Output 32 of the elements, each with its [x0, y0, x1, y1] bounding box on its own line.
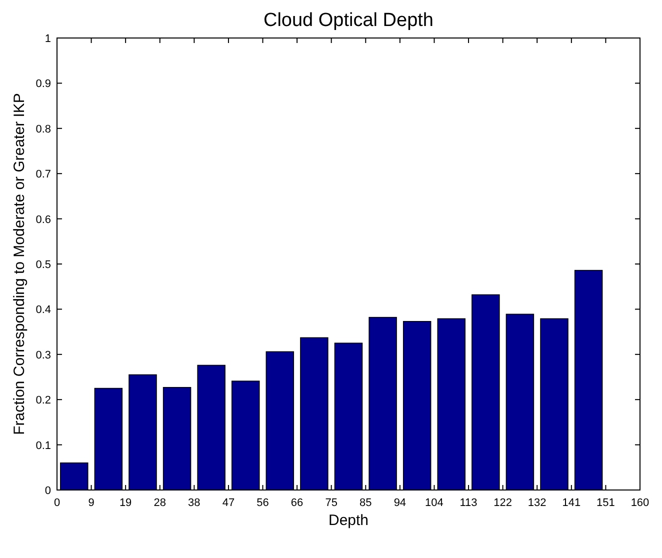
x-tick-label: 94 [394, 497, 406, 509]
x-tick-label: 113 [460, 497, 478, 509]
y-tick-label: 0.8 [36, 123, 51, 136]
x-tick-label: 56 [256, 497, 269, 509]
y-tick-label: 0.2 [36, 394, 51, 407]
x-tick-label: 85 [360, 497, 372, 509]
x-tick-label: 122 [494, 497, 512, 509]
x-axis-title: Depth [328, 512, 369, 529]
y-axis-title: Fraction Corresponding to Moderate or Greater IKP [11, 93, 28, 435]
y-tick-label: 0.7 [36, 168, 51, 181]
x-tick-label: 104 [425, 497, 444, 509]
y-tick-label: 0.5 [36, 259, 51, 271]
x-tick-label: 160 [630, 497, 650, 509]
x-tick-label: 141 [562, 497, 581, 509]
y-tick-label: 0.4 [36, 304, 51, 316]
x-tick-label: 28 [154, 497, 166, 509]
x-tick-label: 151 [596, 497, 615, 509]
x-tick-label: 19 [119, 497, 132, 509]
x-tick-label: 9 [88, 497, 94, 509]
chart-title: Cloud Optical Depth [263, 10, 434, 31]
y-tick-label: 0.1 [36, 440, 51, 452]
y-tick-label: 0.3 [36, 349, 51, 362]
y-tick-label: 1 [44, 33, 51, 45]
x-tick-label: 0 [54, 497, 60, 509]
x-tick-label: 132 [528, 497, 546, 509]
y-tick-label: 0 [44, 485, 51, 497]
x-tick-label: 38 [188, 497, 200, 509]
x-tick-label: 47 [222, 497, 235, 509]
y-tick-label: 0.6 [36, 214, 51, 226]
y-tick-label: 0.9 [36, 78, 51, 90]
x-tick-label: 66 [290, 497, 304, 509]
x-tick-label: 75 [325, 497, 338, 509]
